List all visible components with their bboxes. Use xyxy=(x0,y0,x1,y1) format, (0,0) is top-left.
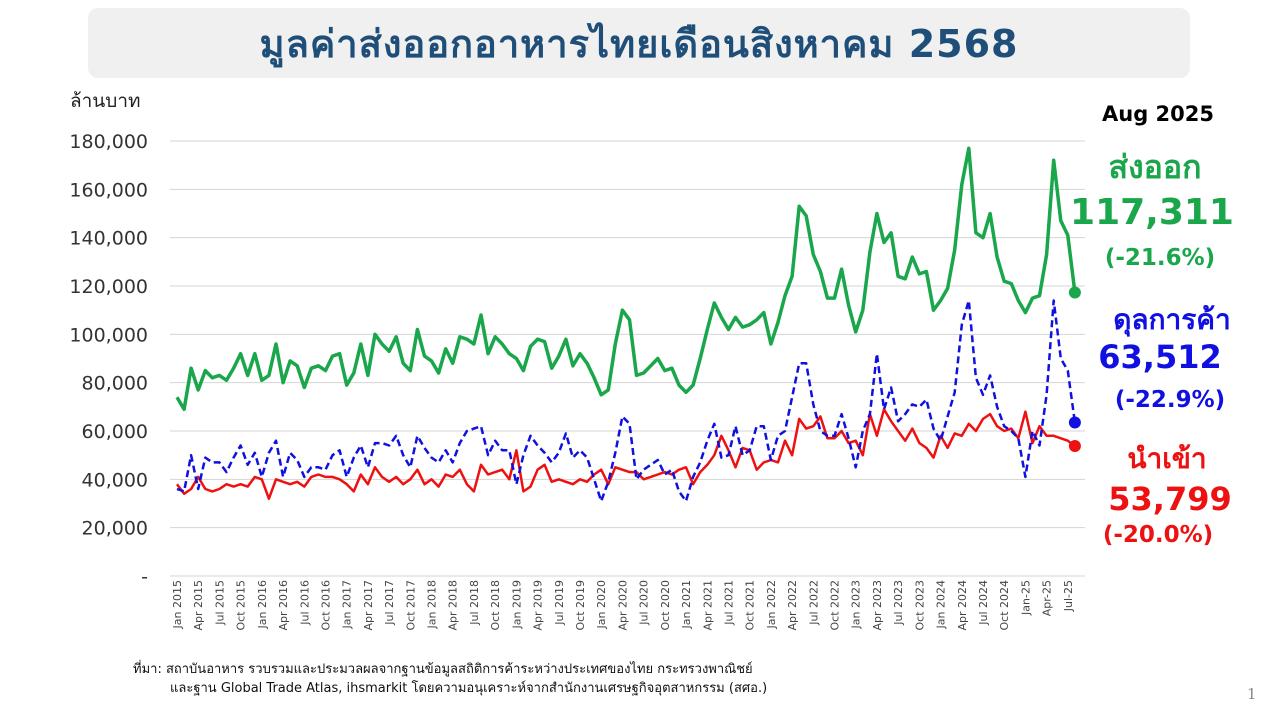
import-change: (-20.0%) xyxy=(1102,522,1214,548)
x-tick-label: Oct 2015 xyxy=(235,580,248,631)
x-tick-label: Jul-25 xyxy=(1062,580,1075,612)
x-tick-label: Oct 2019 xyxy=(574,580,587,631)
x-tick-label: Jan 2021 xyxy=(680,580,693,629)
y-tick-label: 180,000 xyxy=(69,131,148,153)
balance-value: 63,512 xyxy=(1098,338,1222,376)
export-label: ส่งออก xyxy=(1108,148,1202,186)
y-tick-label: 60,000 xyxy=(82,421,148,443)
balance-label: ดุลการค้า xyxy=(1113,303,1231,336)
y-tick-label: 100,000 xyxy=(69,324,148,346)
x-tick-label: Oct 2024 xyxy=(998,580,1011,631)
x-tick-label: Oct 2022 xyxy=(829,580,842,631)
y-tick-label: 40,000 xyxy=(82,469,148,491)
series-line-imports xyxy=(175,408,1076,500)
x-tick-label: Jul 2015 xyxy=(213,580,226,626)
x-tick-label: Apr 2021 xyxy=(701,580,714,631)
x-tick-label: Jan-25 xyxy=(1019,580,1032,616)
x-tick-label: Jul 2023 xyxy=(892,580,905,626)
x-tick-label: Apr-25 xyxy=(1041,580,1054,616)
title-box: มูลค่าส่งออกอาหารไทยเดือนสิงหาคม 2568 xyxy=(88,8,1190,78)
export-change: (-21.6%) xyxy=(1104,245,1216,271)
x-tick-label: Jul 2017 xyxy=(383,580,396,626)
series-line-exports xyxy=(175,146,1077,412)
x-tick-label: Apr 2023 xyxy=(871,580,884,631)
y-axis-label: ล้านบาท xyxy=(70,90,141,112)
chart-title: มูลค่าส่งออกอาหารไทยเดือนสิงหาคม 2568 xyxy=(259,21,1019,66)
last-point-marker xyxy=(1068,286,1081,299)
y-tick-label: 120,000 xyxy=(69,276,148,298)
source-line-2: และฐาน Global Trade Atlas, ihsmarkit โดย… xyxy=(170,681,768,696)
x-tick-label: Jul 2022 xyxy=(807,580,820,626)
series-line-balance xyxy=(176,299,1077,503)
balance-change: (-22.9%) xyxy=(1114,387,1226,413)
x-tick-label: Oct 2021 xyxy=(744,580,757,631)
last-point-marker xyxy=(1068,439,1081,452)
x-tick-label: Jan 2016 xyxy=(256,580,269,629)
x-tick-label: Jan 2017 xyxy=(341,580,354,629)
x-tick-label: Apr 2024 xyxy=(956,580,969,631)
y-tick-label: 140,000 xyxy=(69,228,148,250)
x-tick-label: Jul 2016 xyxy=(298,580,311,626)
y-tick-label: 160,000 xyxy=(69,179,148,201)
x-tick-label: Jan 2023 xyxy=(850,580,863,629)
page-number: 1 xyxy=(1247,685,1257,703)
x-tick-label: Apr 2018 xyxy=(447,580,460,631)
x-tick-label: Jul 2018 xyxy=(468,580,481,626)
x-tick-label: Jul 2024 xyxy=(977,580,990,626)
x-tick-label: Jan 2018 xyxy=(426,580,439,629)
x-tick-label: Apr 2019 xyxy=(532,580,545,631)
x-tick-label: Oct 2016 xyxy=(319,580,332,631)
period-label: Aug 2025 xyxy=(1102,102,1214,126)
x-tick-label: Jul 2019 xyxy=(553,580,566,626)
x-tick-label: Apr 2017 xyxy=(362,580,375,631)
x-tick-label: Apr 2015 xyxy=(192,580,205,631)
x-tick-label: Jan 2022 xyxy=(765,580,778,629)
x-tick-label: Oct 2018 xyxy=(489,580,502,631)
x-tick-label: Apr 2022 xyxy=(786,580,799,631)
import-value: 53,799 xyxy=(1108,480,1232,518)
x-tick-label: Jan 2024 xyxy=(935,580,948,629)
source-line-1: ที่มา: สถาบันอาหาร รวบรวมและประมวลผลจากฐ… xyxy=(133,662,753,677)
y-tick-label: 80,000 xyxy=(82,373,148,395)
x-tick-label: Jan 2019 xyxy=(510,580,523,629)
x-tick-label: Apr 2016 xyxy=(277,580,290,631)
y-tick-label: 20,000 xyxy=(82,518,148,540)
x-tick-label: Oct 2023 xyxy=(913,580,926,631)
x-tick-label: Apr 2020 xyxy=(616,580,629,631)
x-tick-label: Jan 2015 xyxy=(171,580,184,629)
export-value: 117,311 xyxy=(1070,192,1234,233)
x-tick-label: Oct 2017 xyxy=(404,580,417,631)
x-tick-label: Jul 2020 xyxy=(638,580,651,626)
y-tick-label: - xyxy=(141,566,148,588)
import-label: นำเข้า xyxy=(1127,442,1207,475)
x-tick-label: Jan 2020 xyxy=(595,580,608,629)
x-tick-label: Oct 2020 xyxy=(659,580,672,631)
last-point-marker xyxy=(1068,416,1081,429)
x-tick-label: Jul 2021 xyxy=(722,580,735,626)
